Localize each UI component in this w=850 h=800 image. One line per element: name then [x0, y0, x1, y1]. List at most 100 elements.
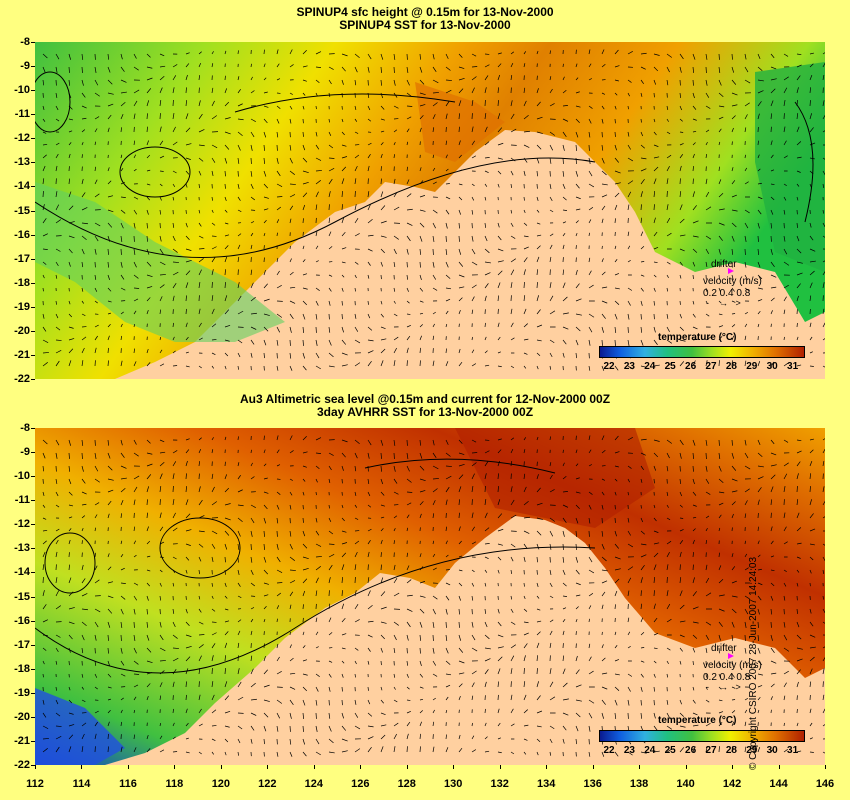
top-current-arrow — [705, 129, 710, 133]
bottom-current-arrow — [484, 527, 490, 532]
top-current-arrow — [705, 300, 708, 304]
bottom-current-arrow — [341, 750, 348, 753]
top-current-arrow — [393, 235, 399, 240]
bottom-current-arrow — [302, 517, 304, 523]
top-current-arrow — [81, 207, 88, 211]
bottom-current-arrow — [562, 530, 565, 537]
bottom-current-arrow — [731, 566, 736, 571]
top-current-arrow — [536, 339, 542, 342]
bottom-current-arrow — [172, 569, 176, 574]
bottom-current-arrow — [575, 491, 581, 494]
bottom-current-arrow — [549, 436, 551, 441]
top-current-arrow — [263, 144, 265, 151]
bottom-current-arrow — [614, 645, 618, 649]
top-current-arrow — [367, 191, 370, 198]
top-current-arrow — [224, 324, 231, 328]
bottom-current-arrow — [523, 643, 528, 649]
top-current-arrow — [445, 261, 449, 268]
top-current-arrow — [315, 131, 318, 137]
top-current-arrow — [315, 204, 318, 211]
top-current-arrow — [692, 166, 694, 172]
bottom-current-arrow — [653, 647, 658, 650]
bottom-current-arrow — [757, 621, 759, 628]
top-current-arrow — [458, 310, 461, 315]
top-current-arrow — [302, 287, 308, 290]
top-current-arrow — [341, 144, 347, 147]
top-current-arrow — [133, 196, 139, 200]
top-current-arrow — [224, 209, 228, 213]
bottom-sst-map[interactable] — [35, 428, 825, 765]
top-current-arrow — [302, 352, 306, 359]
top-current-arrow — [445, 168, 449, 172]
bottom-current-arrow — [770, 439, 775, 445]
top-current-arrow — [718, 128, 722, 133]
top-current-arrow — [354, 165, 358, 172]
bottom-current-arrow — [692, 478, 695, 485]
bottom-current-arrow — [224, 556, 226, 563]
bottom-current-arrow — [523, 556, 526, 562]
bottom-current-arrow — [601, 604, 604, 610]
bottom-current-arrow — [263, 556, 267, 563]
bottom-current-arrow — [744, 608, 749, 615]
bottom-current-arrow — [55, 605, 61, 610]
bottom-current-arrow — [380, 712, 386, 716]
top-current-arrow — [367, 118, 372, 122]
bottom-current-arrow — [107, 647, 109, 654]
top-current-arrow — [94, 335, 98, 341]
bottom-current-arrow — [822, 569, 825, 574]
bottom-current-arrow — [601, 504, 604, 510]
bottom-current-arrow — [393, 699, 398, 703]
bottom-current-arrow — [380, 491, 385, 496]
top-current-arrow — [523, 246, 529, 250]
top-current-arrow — [471, 126, 474, 133]
top-current-arrow — [419, 79, 425, 85]
bottom-current-arrow — [68, 591, 74, 597]
top-current-arrow — [354, 79, 357, 86]
bottom-current-arrow — [81, 673, 84, 678]
bottom-current-arrow — [237, 738, 241, 744]
top-current-arrow — [549, 310, 556, 315]
top-current-arrow — [783, 209, 786, 215]
top-current-arrow — [432, 209, 438, 214]
bottom-current-arrow — [497, 656, 503, 662]
top-current-arrow — [419, 347, 421, 354]
top-current-arrow — [549, 88, 553, 94]
bottom-current-arrow — [211, 595, 214, 599]
bottom-current-arrow — [666, 552, 670, 558]
top-lat-label: -10 — [14, 84, 30, 97]
bottom-current-arrow — [458, 555, 463, 558]
top-current-arrow — [393, 129, 398, 133]
top-current-arrow — [81, 347, 85, 354]
top-current-arrow — [172, 295, 175, 302]
top-current-arrow — [328, 191, 331, 198]
bottom-current-arrow — [731, 439, 733, 446]
bottom-current-arrow — [588, 725, 591, 732]
bottom-current-arrow — [146, 647, 152, 653]
top-colorbar-tick: 29 — [746, 361, 758, 372]
bottom-current-arrow — [445, 526, 447, 532]
lon-label: 136 — [583, 778, 602, 790]
bottom-current-arrow — [328, 554, 335, 558]
bottom-current-arrow — [510, 644, 516, 649]
top-current-arrow — [185, 113, 189, 120]
top-current-arrow — [744, 261, 747, 268]
top-current-arrow — [419, 287, 424, 292]
bottom-current-arrow — [302, 686, 308, 692]
top-current-arrow — [523, 130, 530, 133]
top-current-arrow — [42, 165, 46, 172]
bottom-current-arrow — [770, 499, 773, 506]
top-current-arrow — [68, 348, 74, 354]
top-current-arrow — [263, 183, 269, 189]
top-current-arrow — [250, 352, 253, 358]
bottom-current-arrow — [211, 751, 215, 755]
bottom-current-arrow — [627, 577, 632, 584]
top-current-arrow — [328, 168, 335, 172]
top-current-arrow — [666, 339, 672, 344]
top-current-arrow — [640, 178, 645, 185]
top-current-arrow — [237, 144, 241, 151]
top-current-arrow — [458, 183, 463, 186]
top-current-arrow — [679, 154, 684, 159]
top-current-arrow — [432, 181, 437, 185]
top-sst-map[interactable] — [35, 42, 825, 379]
bottom-current-arrow — [731, 478, 738, 482]
